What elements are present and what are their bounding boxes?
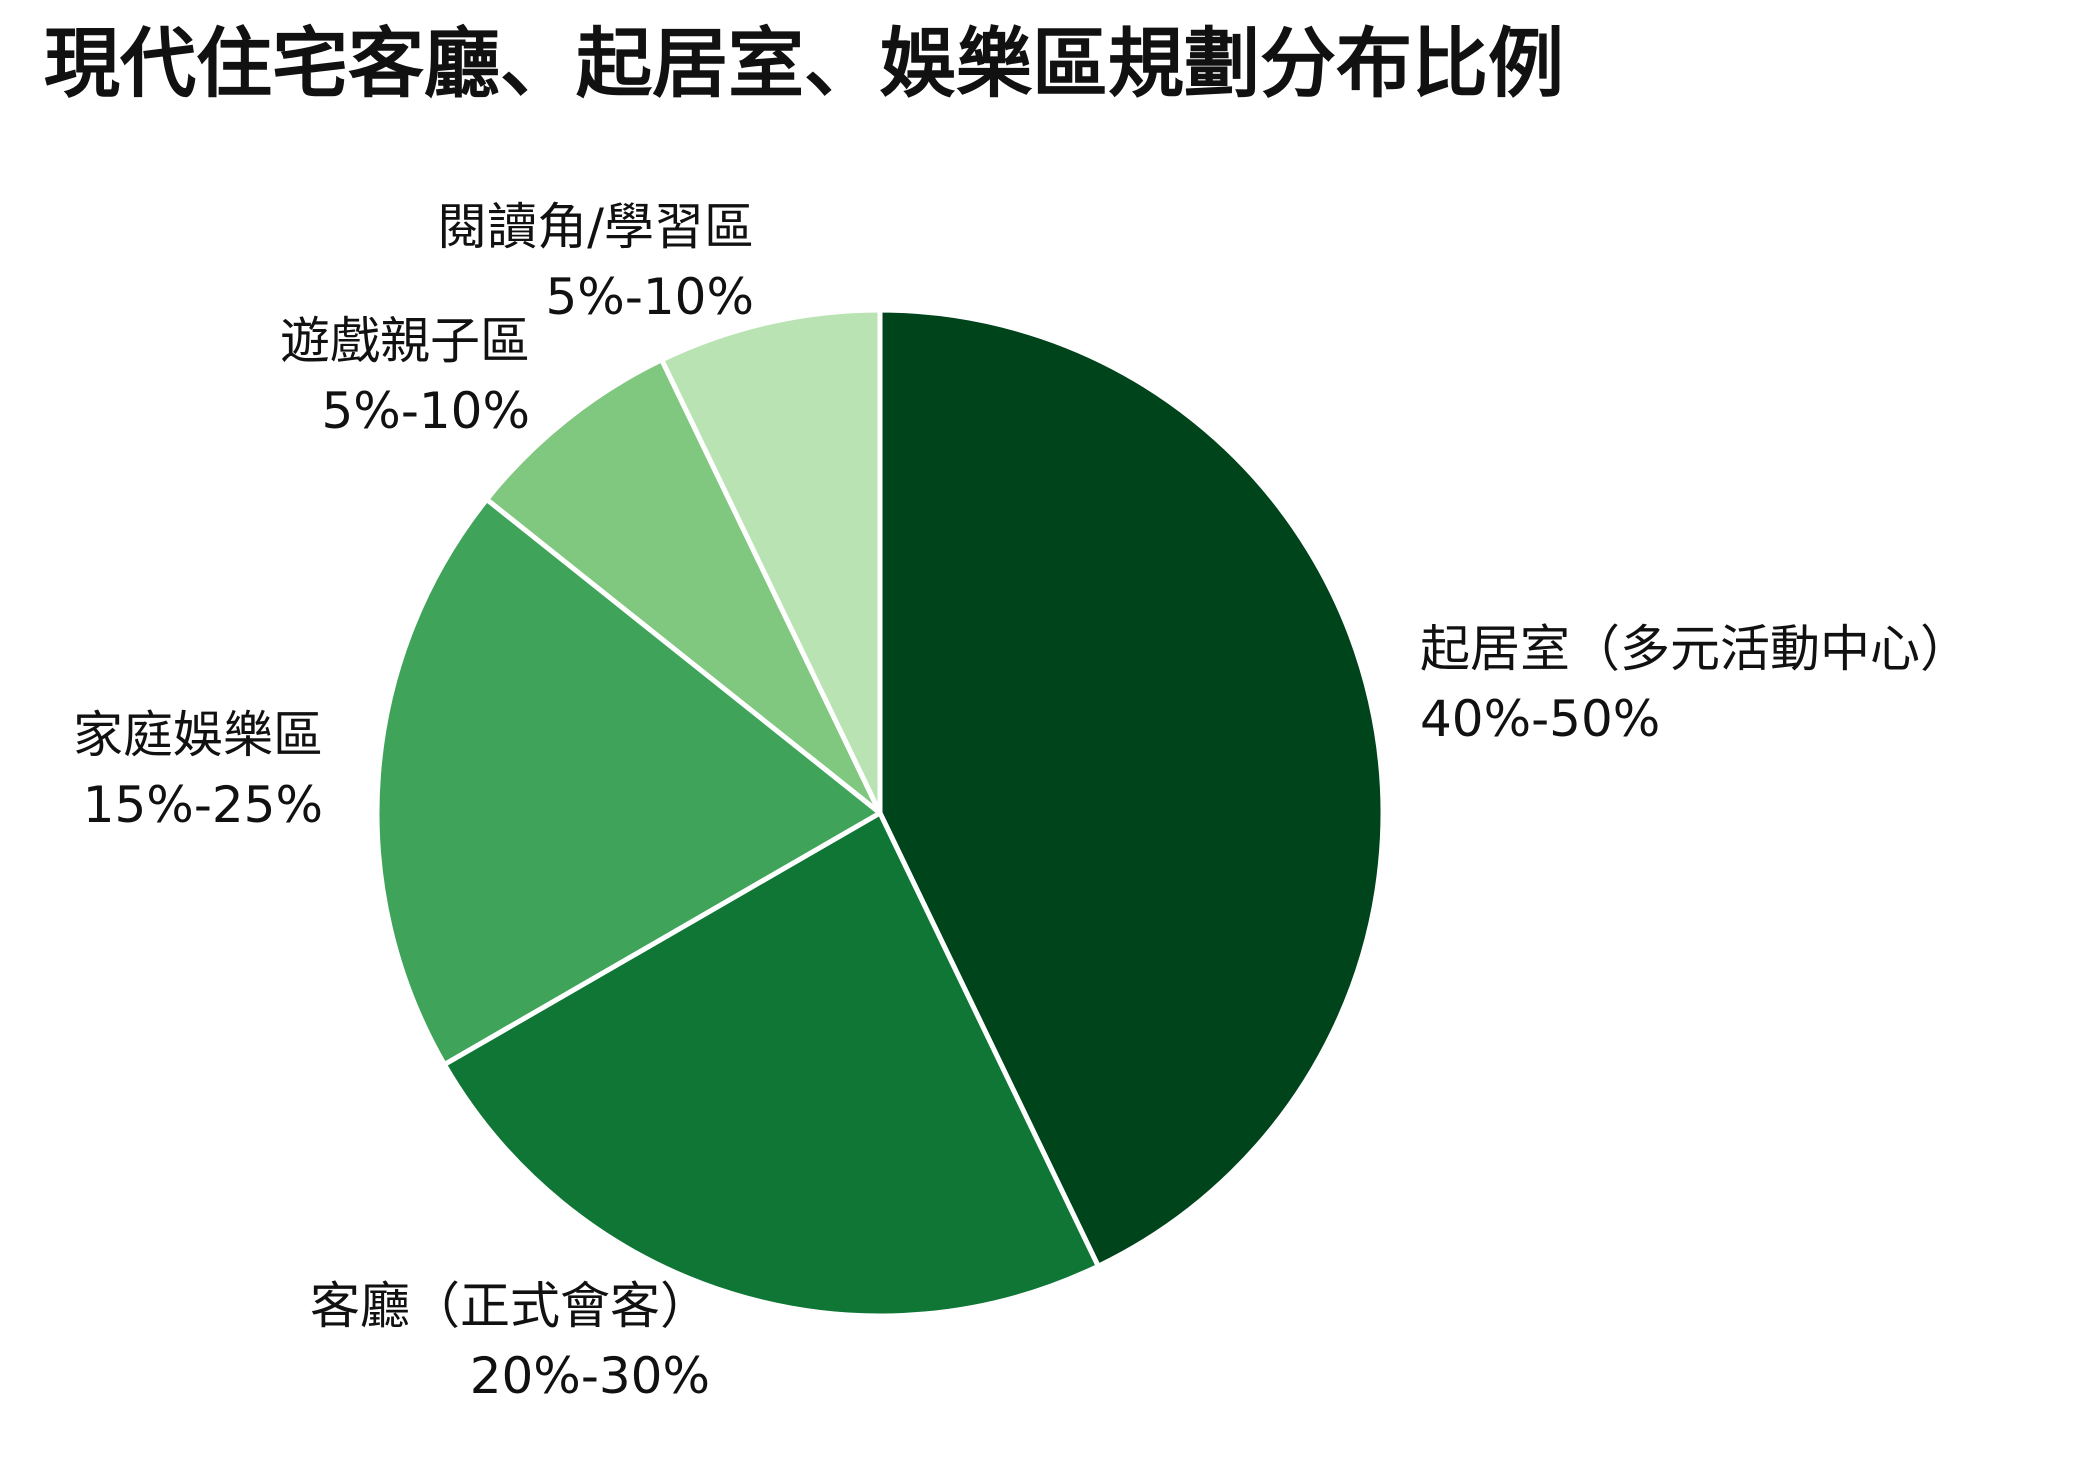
pie-slice-1 bbox=[877, 307, 1386, 1269]
slice-range-4: 5%-10% bbox=[322, 382, 531, 440]
pie-slice-4 bbox=[484, 357, 883, 816]
pie-slice-5 bbox=[659, 307, 883, 816]
pie-slice-3 bbox=[374, 496, 883, 1067]
chart-title: 現代住宅客廳、起居室、娛樂區規劃分布比例 bbox=[44, 19, 1564, 108]
slice-label-2: 客廳（正式會客） bbox=[310, 1277, 710, 1335]
pie-labels: 起居室（多元活動中心） 40%-50% 客廳（正式會客） 20%-30% 家庭娛樂區 15… bbox=[73, 198, 1970, 1405]
slice-label-5: 閱讀角/學習區 bbox=[437, 198, 754, 256]
pie-slices bbox=[374, 307, 1386, 1319]
slice-label-3: 家庭娛樂區 bbox=[73, 706, 323, 764]
slice-label-1: 起居室（多元活動中心） bbox=[1420, 620, 1970, 678]
slice-range-2: 20%-30% bbox=[470, 1347, 710, 1405]
pie-slice-2 bbox=[441, 810, 1101, 1319]
slice-range-3: 15%-25% bbox=[83, 776, 323, 834]
slice-range-1: 40%-50% bbox=[1420, 690, 1660, 748]
slice-label-4: 遊戲親子區 bbox=[280, 312, 530, 370]
slice-range-5: 5%-10% bbox=[546, 268, 755, 326]
